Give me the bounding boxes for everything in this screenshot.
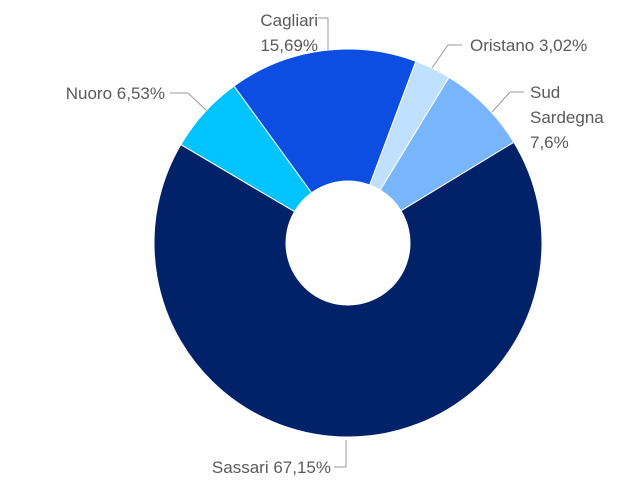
- donut-slice: [153, 141, 543, 438]
- slice-label: Sud Sardegna 7,6%: [530, 80, 620, 155]
- category-name: Sud Sardegna: [530, 83, 604, 127]
- donut-slice: [180, 85, 313, 213]
- slice-label: Oristano 3,02%: [470, 33, 587, 58]
- leader-line: [318, 17, 329, 50]
- leader-line: [334, 440, 347, 468]
- category-name: Cagliari: [260, 11, 318, 30]
- value-label: 15,69%: [260, 36, 318, 55]
- donut-slice: [233, 48, 417, 194]
- value-label: 67,15%: [273, 458, 331, 477]
- slice-label: Nuoro 6,53%: [20, 81, 165, 106]
- slice-label: Cagliari 15,69%: [222, 8, 318, 58]
- leader-line: [170, 92, 207, 111]
- value-label: 3,02%: [538, 36, 588, 55]
- leader-line: [431, 44, 462, 69]
- slice-label: Sassari 67,15%: [166, 455, 331, 480]
- value-label: 7,6%: [530, 133, 569, 152]
- leader-line: [491, 91, 524, 113]
- category-name: Sassari: [211, 458, 269, 477]
- category-name: Oristano: [470, 36, 535, 55]
- value-label: 6,53%: [116, 84, 165, 103]
- category-name: Nuoro: [65, 84, 113, 103]
